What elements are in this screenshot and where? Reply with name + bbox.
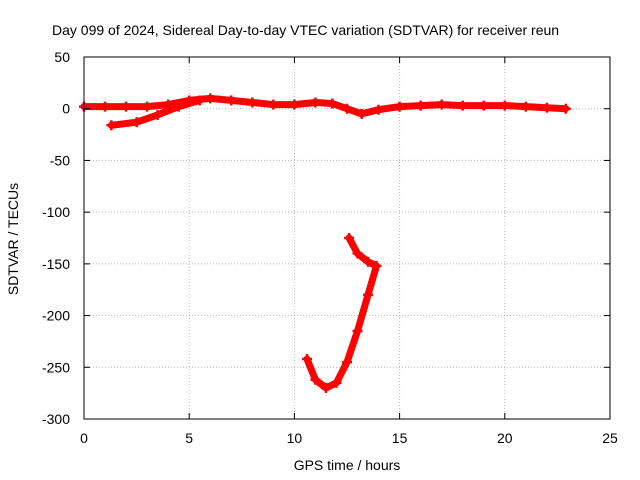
data-point [344,233,355,243]
y-tick-label: 0 [62,101,70,117]
data-point [352,326,363,337]
data-point [268,99,279,110]
data-point [499,100,510,111]
y-tick-label: -250 [42,359,70,375]
data-point [363,256,374,267]
data-point [371,260,382,271]
data-layer [79,93,571,393]
data-point [302,354,313,365]
data-point [373,104,384,115]
data-point [173,101,184,112]
x-axis-label: GPS time / hours [294,457,401,473]
x-tick-label: 25 [602,430,618,446]
data-point [457,100,468,111]
data-point [363,289,374,300]
data-point [327,98,338,109]
data-point [394,101,405,112]
data-point [106,120,117,131]
data-point [352,248,363,259]
data-point [560,103,571,114]
x-tick-label: 20 [497,430,513,446]
data-point [289,99,300,110]
data-point [152,109,163,120]
data-point [121,101,132,112]
data-point [247,97,258,108]
data-point [478,100,489,111]
x-tick-label: 15 [392,430,408,446]
data-point [310,374,321,385]
y-tick-label: -200 [42,308,70,324]
data-point [226,95,237,106]
data-point [342,357,352,368]
y-axis-label: SDTVAR / TECUs [5,183,21,295]
data-point [142,101,153,112]
data-point [194,95,205,106]
y-tick-label: -300 [42,411,70,427]
data-point [356,108,367,119]
plot-border [83,56,611,420]
data-point [320,382,331,393]
data-point [331,377,342,388]
y-tick-label: -50 [50,152,70,168]
data-point [205,93,216,104]
data-point [131,117,142,128]
data-point [100,101,111,112]
x-tick-label: 0 [80,430,88,446]
ticks: 0 5 10 15 20 25 50 0 -50 -100 -150 -200 -250 -300 [42,49,618,446]
y-tick-label: -150 [42,256,70,272]
chart-title: Day 099 of 2024, Sidereal Day-to-day VTE… [52,22,559,38]
data-point [310,97,321,108]
data-point [342,103,352,114]
data-point [436,99,447,110]
data-point [415,100,426,111]
data-point [520,101,531,112]
y-tick-label: 50 [54,49,70,65]
x-tick-label: 10 [287,430,303,446]
y-tick-label: -100 [42,204,70,220]
data-point [541,102,552,113]
x-tick-label: 5 [185,430,193,446]
